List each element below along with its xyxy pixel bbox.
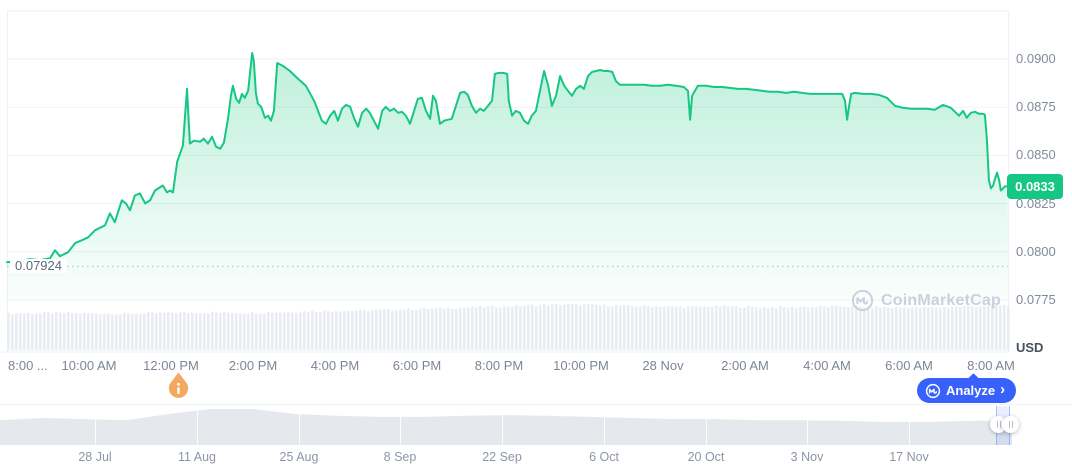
x-tick: 8:00 AM bbox=[967, 358, 1015, 373]
y-tick: 0.0775 bbox=[1016, 292, 1056, 307]
x-tick: 8:00 PM bbox=[474, 358, 524, 373]
reference-price-label: 0.07924 bbox=[10, 259, 67, 273]
x-tick: 28 Nov bbox=[642, 358, 684, 373]
x-tick: 10:00 PM bbox=[553, 358, 609, 373]
chevron-right-icon: › bbox=[1000, 381, 1006, 398]
nav-date: 6 Oct bbox=[589, 450, 619, 464]
x-tick: 6:00 AM bbox=[885, 358, 933, 373]
coinmarketcap-watermark: CoinMarketCap bbox=[851, 289, 1001, 312]
price-chart-canvas[interactable] bbox=[0, 0, 1072, 360]
x-tick: 4:00 PM bbox=[310, 358, 360, 373]
nav-date: 25 Aug bbox=[279, 450, 319, 464]
event-marker-icon[interactable] bbox=[165, 371, 192, 401]
y-axis-unit: USD bbox=[1016, 340, 1044, 355]
y-tick: 0.0825 bbox=[1016, 196, 1056, 211]
nav-date: 11 Aug bbox=[177, 450, 217, 464]
info-icon bbox=[168, 372, 189, 398]
nav-date: 20 Oct bbox=[687, 450, 725, 464]
coinmarketcap-logo-icon bbox=[925, 383, 941, 398]
y-tick: 0.0875 bbox=[1016, 99, 1056, 114]
x-tick: 6:00 PM bbox=[392, 358, 442, 373]
x-axis: 8:00 ... 10:00 AM 12:00 PM 2:00 PM 4:00 … bbox=[0, 358, 1072, 374]
x-tick: 2:00 PM bbox=[228, 358, 278, 373]
nav-date: 17 Nov bbox=[889, 450, 929, 464]
y-tick: 0.0850 bbox=[1016, 147, 1056, 162]
nav-date: 3 Nov bbox=[790, 450, 824, 464]
nav-date: 22 Sep bbox=[482, 450, 522, 464]
navigator-axis: 28 Jul 11 Aug 25 Aug 8 Sep 22 Sep 6 Oct … bbox=[0, 450, 1072, 465]
y-tick: 0.0800 bbox=[1016, 244, 1056, 259]
x-tick: 2:00 AM bbox=[721, 358, 769, 373]
x-tick: 12:00 PM bbox=[143, 358, 199, 373]
navigator-right-handle[interactable] bbox=[1002, 416, 1019, 433]
range-navigator[interactable] bbox=[0, 404, 1072, 448]
analyze-label: Analyze bbox=[946, 383, 996, 398]
watermark-text: CoinMarketCap bbox=[881, 291, 1001, 309]
nav-date: 28 Jul bbox=[78, 450, 112, 464]
nav-date: 8 Sep bbox=[383, 450, 417, 464]
current-price-badge: 0.0833 bbox=[1007, 174, 1063, 199]
analyze-button[interactable]: Analyze › bbox=[917, 373, 1017, 403]
x-tick: 4:00 AM bbox=[803, 358, 851, 373]
x-tick: 10:00 AM bbox=[61, 358, 117, 373]
y-tick: 0.0900 bbox=[1016, 51, 1056, 66]
coinmarketcap-logo-icon bbox=[851, 289, 874, 312]
x-tick: 8:00 ... bbox=[8, 358, 48, 373]
